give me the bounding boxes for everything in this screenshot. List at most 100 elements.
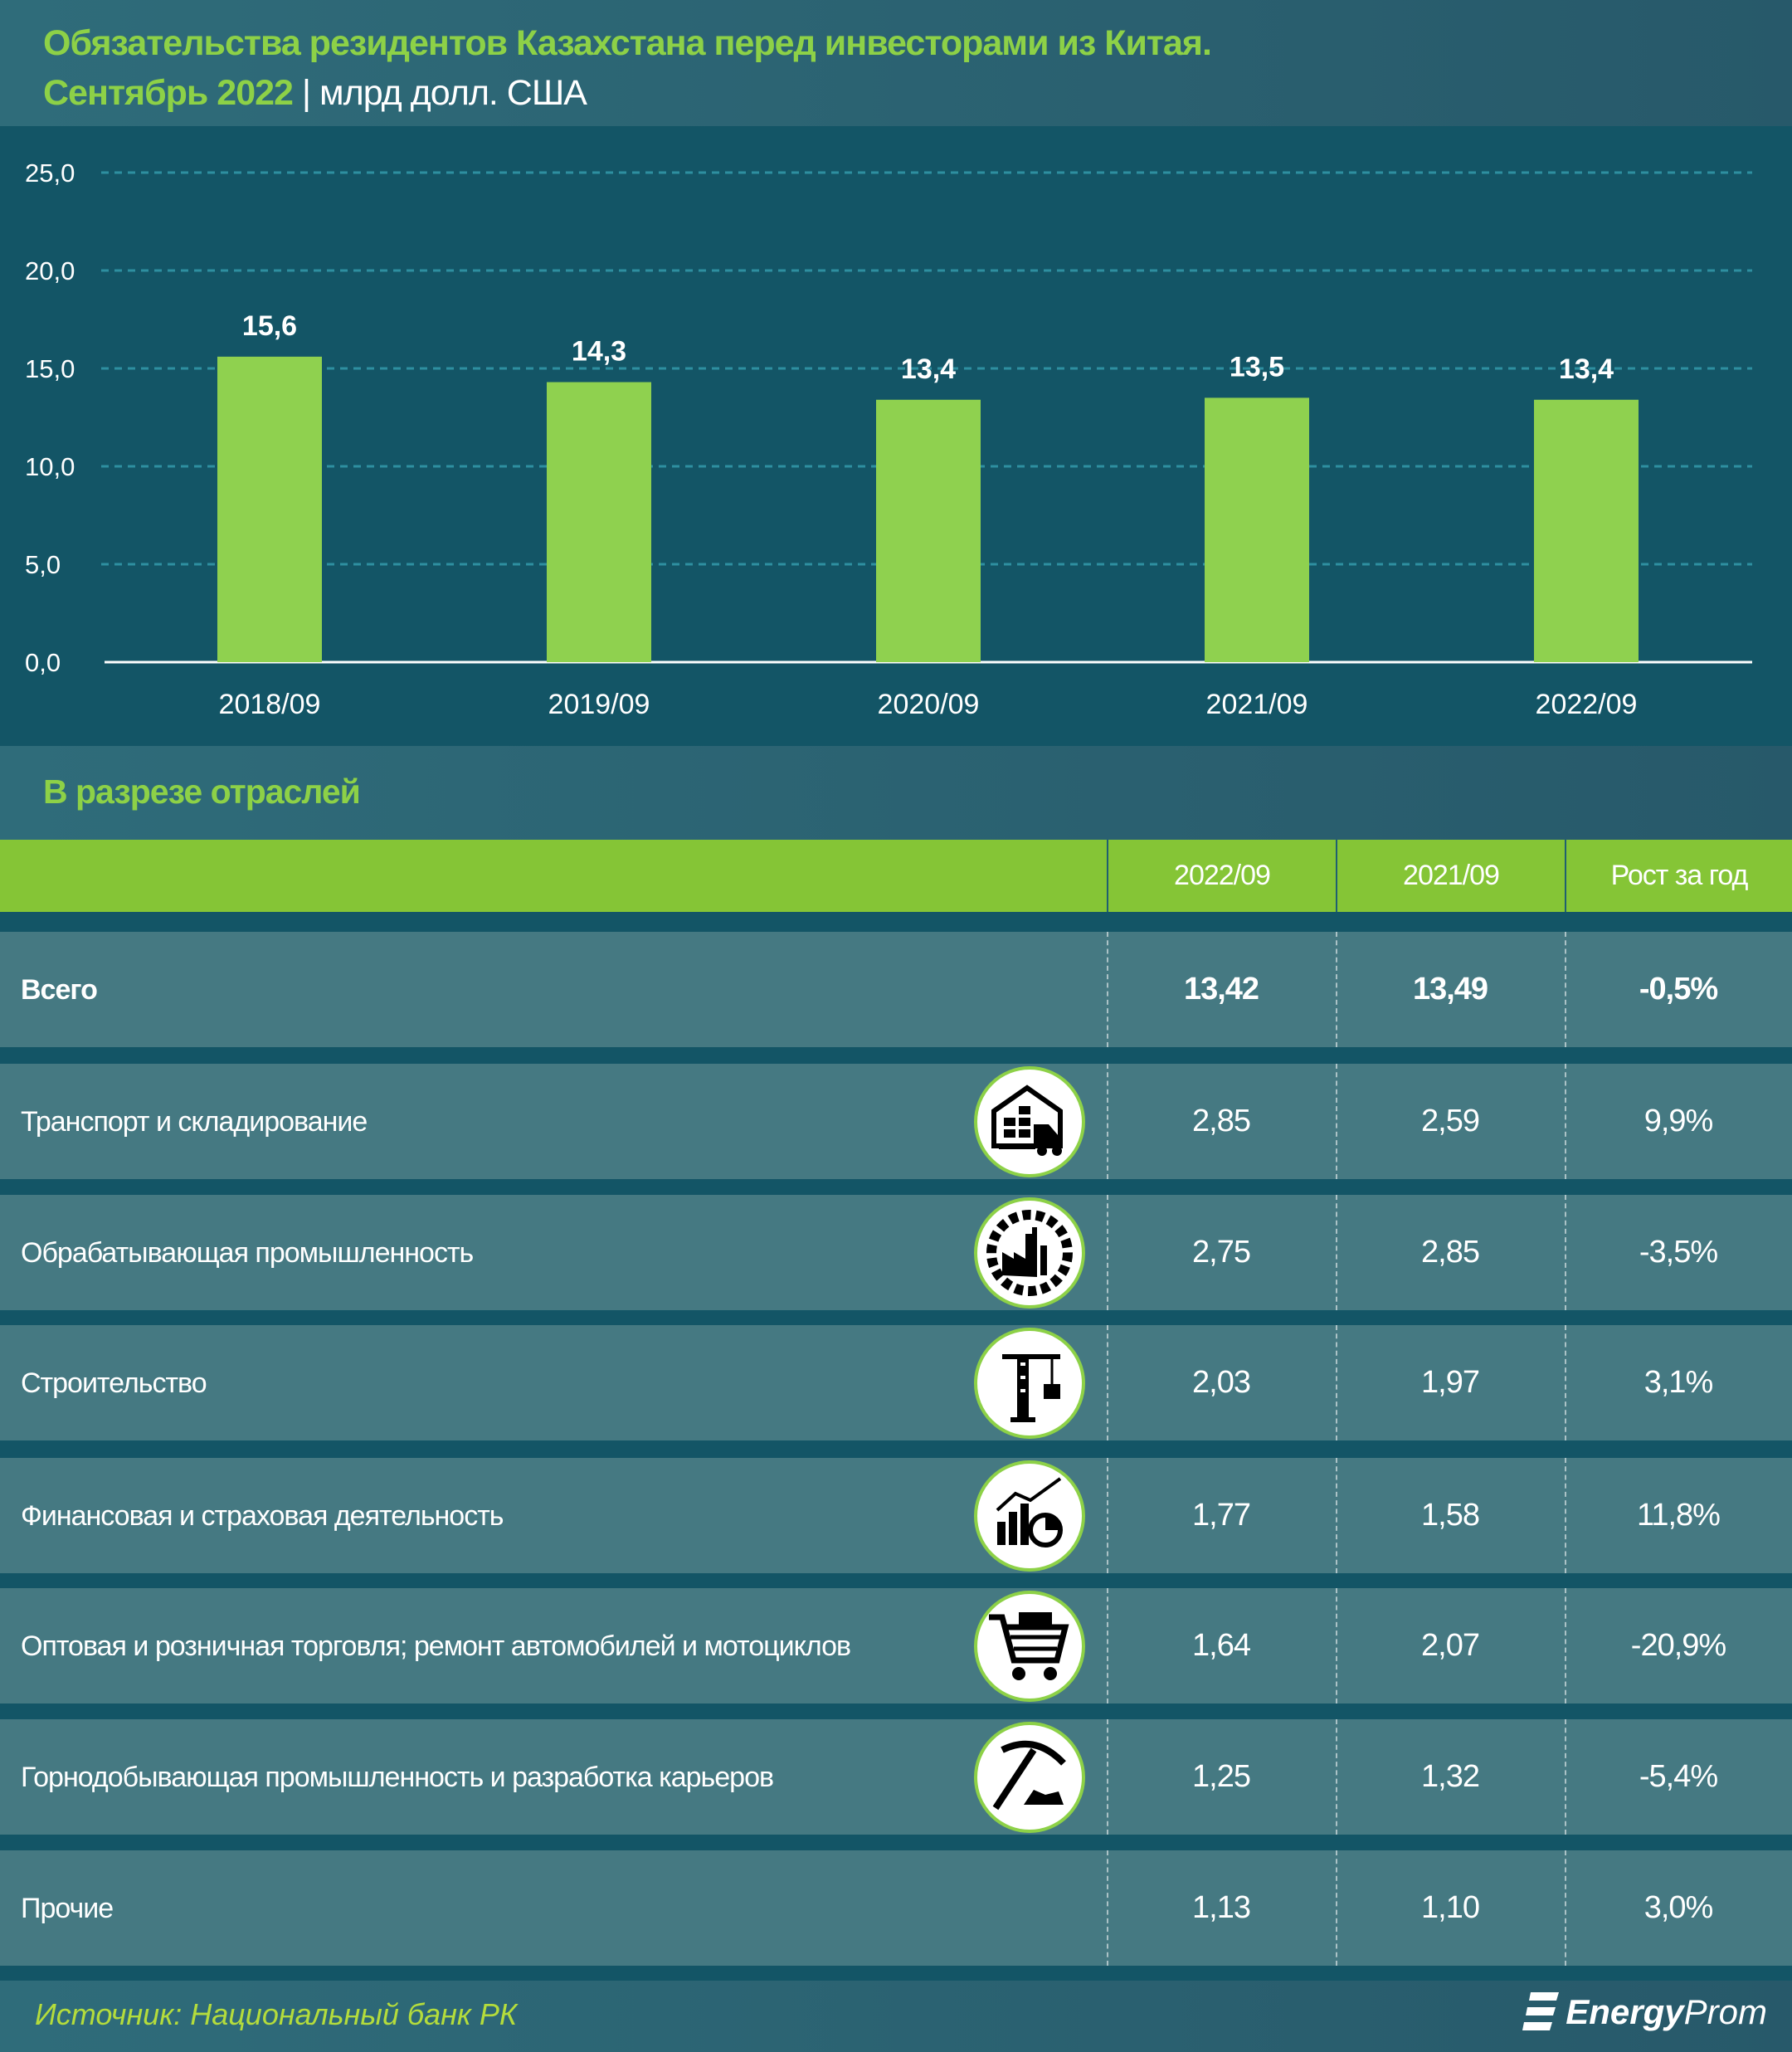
column-divider bbox=[1107, 1325, 1108, 1440]
value-2022: 2,85 bbox=[1192, 1104, 1251, 1138]
row-label: Транспорт и складирование bbox=[21, 1105, 368, 1138]
table-row: Прочие 1,13 1,10 3,0% bbox=[0, 1850, 1792, 1966]
growth-value: -20,9% bbox=[1630, 1628, 1726, 1663]
value-2022: 1,77 bbox=[1192, 1498, 1251, 1533]
column-divider bbox=[1107, 1458, 1108, 1573]
y-tick-label: 0,0 bbox=[25, 648, 61, 677]
title-unit: млрд долл. США bbox=[319, 73, 587, 113]
row-label: Прочие bbox=[21, 1892, 114, 1924]
section-header: В разрезе отраслей bbox=[0, 746, 1792, 840]
growth-value: 3,1% bbox=[1643, 1365, 1714, 1400]
footer: Источник: Национальный банк РК Energy Pro… bbox=[0, 1981, 1792, 2052]
column-divider bbox=[1565, 1325, 1566, 1440]
table-row: Транспорт и складирование 2,85 2,59 9,9% bbox=[0, 1064, 1792, 1179]
y-tick-label: 20,0 bbox=[25, 256, 75, 285]
value-2021: 1,10 bbox=[1421, 1890, 1480, 1925]
table-row: Обрабатывающая промышленность 2,75 2,85 -3,… bbox=[0, 1195, 1792, 1310]
warehouse-truck-icon bbox=[974, 1066, 1085, 1177]
column-divider bbox=[1336, 1064, 1337, 1179]
column-divider bbox=[1565, 1195, 1566, 1310]
shopping-cart-icon bbox=[974, 1591, 1085, 1702]
bar-value-label: 15,6 bbox=[242, 310, 297, 342]
chart-title: Обязательства резидентов Казахстана пере… bbox=[43, 18, 1212, 118]
factory-gear-icon bbox=[974, 1197, 1085, 1309]
value-2022: 1,64 bbox=[1192, 1628, 1251, 1663]
bar bbox=[1205, 397, 1309, 662]
column-divider bbox=[1336, 1850, 1337, 1966]
growth-value: 11,8% bbox=[1637, 1498, 1721, 1533]
column-divider bbox=[1565, 1064, 1566, 1179]
x-tick-label: 2021/09 bbox=[1206, 689, 1308, 720]
title-separator: | bbox=[301, 73, 311, 113]
column-divider bbox=[1336, 1325, 1337, 1440]
value-2021: 1,32 bbox=[1421, 1759, 1480, 1794]
growth-value: 3,0% bbox=[1643, 1890, 1714, 1925]
table-row: Горнодобывающая промышленность и разрабо… bbox=[0, 1719, 1792, 1835]
row-label: Обрабатывающая промышленность bbox=[21, 1236, 474, 1269]
y-tick-label: 5,0 bbox=[25, 550, 61, 579]
x-tick-label: 2020/09 bbox=[878, 689, 980, 720]
logo-mark-icon bbox=[1522, 1992, 1560, 2030]
growth-value: 9,9% bbox=[1643, 1104, 1714, 1138]
bar bbox=[876, 399, 981, 662]
section-title: В разрезе отраслей bbox=[43, 773, 361, 811]
bar-value-label: 13,5 bbox=[1230, 351, 1284, 383]
column-header-2022: 2022/09 bbox=[1107, 840, 1336, 912]
bar bbox=[547, 382, 651, 662]
bar-value-label: 13,4 bbox=[901, 353, 956, 385]
column-divider bbox=[1565, 1719, 1566, 1835]
title-line1: Обязательства резидентов Казахстана пере… bbox=[43, 23, 1212, 63]
column-divider bbox=[1336, 1458, 1337, 1573]
value-2021: 2,85 bbox=[1421, 1235, 1480, 1270]
column-divider bbox=[1565, 1458, 1566, 1573]
source-note: Источник: Национальный банк РК bbox=[35, 1997, 518, 2031]
bar-value-label: 13,4 bbox=[1559, 353, 1614, 385]
y-tick-label: 10,0 bbox=[25, 452, 75, 481]
column-divider bbox=[1565, 932, 1566, 1047]
table-row: Строительство 2,03 1,97 3,1% bbox=[0, 1325, 1792, 1440]
column-divider bbox=[1107, 1719, 1108, 1835]
value-2022: 1,13 bbox=[1192, 1890, 1251, 1925]
growth-value: -0,5% bbox=[1639, 972, 1718, 1007]
column-divider bbox=[1336, 932, 1337, 1047]
value-2021: 1,58 bbox=[1421, 1498, 1480, 1533]
bar-chart: 0,0 5,0 10,0 15,0 20,0 25,0 15,6 2018/09 14,3 201… bbox=[0, 126, 1792, 746]
column-divider bbox=[1107, 1195, 1108, 1310]
column-divider bbox=[1107, 1588, 1108, 1704]
value-2022: 2,03 bbox=[1192, 1365, 1251, 1400]
growth-value: -5,4% bbox=[1639, 1759, 1718, 1794]
row-label: Финансовая и страховая деятельность bbox=[21, 1499, 504, 1532]
energyprom-logo: Energy Prom bbox=[1522, 1991, 1767, 2034]
x-tick-label: 2022/09 bbox=[1536, 689, 1638, 720]
bar bbox=[217, 356, 322, 662]
column-header-growth: Рост за год bbox=[1565, 840, 1792, 912]
value-2021: 2,59 bbox=[1421, 1104, 1480, 1138]
row-label: Всего bbox=[21, 973, 98, 1006]
value-2021: 2,07 bbox=[1421, 1628, 1480, 1663]
row-label: Строительство bbox=[21, 1367, 207, 1399]
column-divider bbox=[1107, 1064, 1108, 1179]
column-divider bbox=[1565, 1588, 1566, 1704]
value-2021: 1,97 bbox=[1421, 1365, 1480, 1400]
table-row: Всего 13,42 13,49 -0,5% bbox=[0, 932, 1792, 1047]
row-label: Оптовая и розничная торговля; ремонт авт… bbox=[21, 1630, 851, 1662]
column-divider bbox=[1565, 1850, 1566, 1966]
row-label: Горнодобывающая промышленность и разрабо… bbox=[21, 1761, 774, 1793]
x-tick-label: 2018/09 bbox=[219, 689, 321, 720]
table-header: 2022/09 2021/09 Рост за год bbox=[0, 840, 1792, 912]
y-tick-label: 25,0 bbox=[25, 158, 75, 188]
value-2022: 1,25 bbox=[1192, 1759, 1251, 1794]
column-divider bbox=[1336, 1719, 1337, 1835]
finance-chart-icon bbox=[974, 1460, 1085, 1572]
bar-value-label: 14,3 bbox=[572, 336, 626, 368]
header: Обязательства резидентов Казахстана пере… bbox=[0, 0, 1792, 126]
value-2021: 13,49 bbox=[1412, 972, 1488, 1007]
value-2022: 13,42 bbox=[1183, 972, 1259, 1007]
bar-chart-svg: 0,0 5,0 10,0 15,0 20,0 25,0 15,6 2018/09 14,3 201… bbox=[25, 158, 1752, 720]
crane-icon bbox=[974, 1328, 1085, 1439]
column-header-2021: 2021/09 bbox=[1336, 840, 1565, 912]
column-divider bbox=[1107, 1850, 1108, 1966]
column-divider bbox=[1336, 1195, 1337, 1310]
column-divider bbox=[1336, 1588, 1337, 1704]
x-tick-label: 2019/09 bbox=[548, 689, 650, 720]
